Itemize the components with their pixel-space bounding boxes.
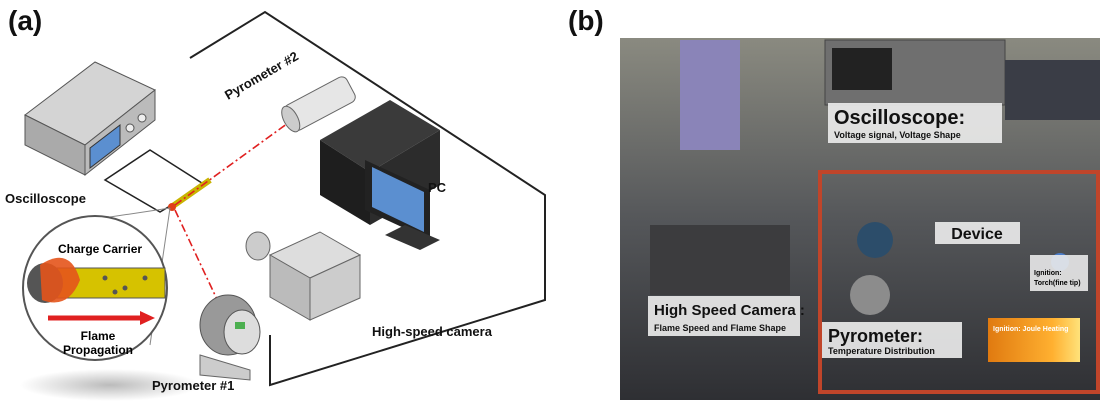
photo-detail — [1005, 60, 1100, 120]
pyrometer-label: Pyrometer: — [828, 326, 923, 346]
camera-label: High Speed Camera : — [654, 302, 805, 319]
pyrometer-2-label: Pyrometer #2 — [222, 48, 301, 102]
oscilloscope-icon — [25, 62, 155, 175]
ignition-torch-label: Torch(fine tip) — [1034, 280, 1081, 287]
pc-label: PC — [428, 180, 447, 195]
photo-detail — [650, 225, 790, 295]
wiring — [105, 150, 205, 212]
oscilloscope-label: Oscilloscope: — [834, 107, 965, 129]
label-box — [988, 318, 1080, 362]
beam — [175, 210, 222, 310]
panel-label: (b) — [568, 5, 604, 36]
pyrometer-detail: Temperature Distribution — [828, 346, 935, 356]
flame-label: Flame — [81, 329, 116, 343]
charge-carrier-label: Charge Carrier — [58, 242, 142, 256]
device-label: Device — [951, 226, 1003, 243]
photo-detail — [832, 48, 892, 90]
camera-detail: Flame Speed and Flame Shape — [654, 323, 786, 333]
photo-detail — [857, 222, 893, 258]
photo-detail — [680, 40, 740, 150]
pyrometer-icon — [200, 295, 260, 380]
pyrometer-1-label: Pyrometer #1 — [152, 378, 234, 393]
oscilloscope-label: Oscilloscope — [5, 191, 86, 206]
photo-detail — [850, 275, 890, 315]
panel-b: (b) Oscilloscope: Voltage signal, Voltag… — [568, 5, 1100, 400]
figure: (a) Oscilloscope Pyrometer #2 — [0, 0, 1106, 402]
flame-label: Propagation — [63, 343, 133, 357]
ignition-torch-label: Ignition: — [1034, 270, 1062, 277]
panel-label: (a) — [8, 5, 42, 36]
camera-label: High-speed camera — [372, 324, 493, 339]
pc-icon — [320, 100, 440, 250]
panel-a: (a) Oscilloscope Pyrometer #2 — [5, 5, 545, 401]
camera-icon — [246, 232, 360, 320]
oscilloscope-detail: Voltage signal, Voltage Shape — [834, 130, 961, 140]
joule-label: Ignition: Joule Heating — [993, 326, 1068, 333]
beam — [175, 118, 295, 205]
